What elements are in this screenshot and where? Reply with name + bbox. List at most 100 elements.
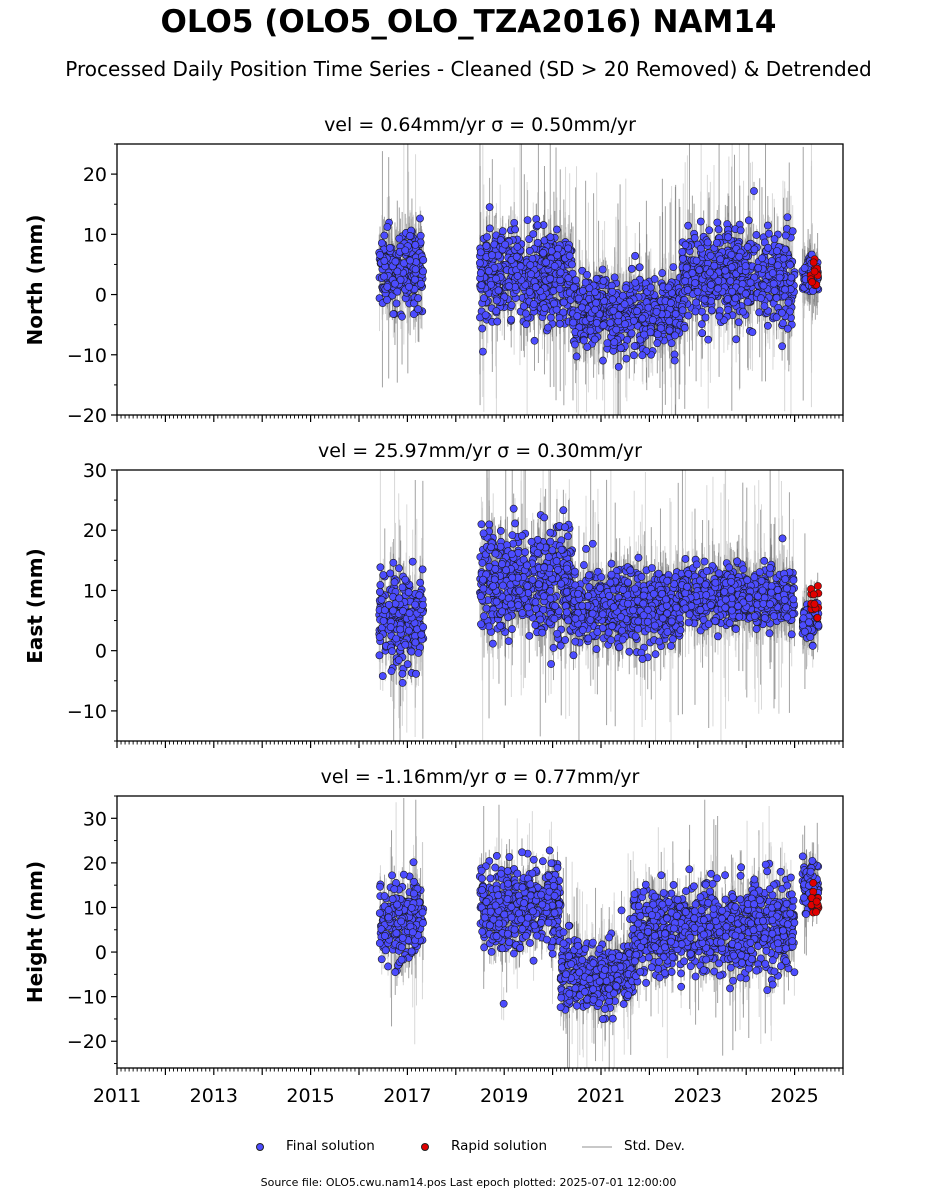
final-point bbox=[731, 294, 740, 303]
final-point bbox=[750, 187, 758, 195]
final-point bbox=[380, 257, 389, 265]
rapid-point bbox=[810, 267, 819, 276]
final-point bbox=[667, 299, 675, 307]
final-point bbox=[585, 284, 594, 293]
final-point bbox=[481, 311, 490, 320]
final-point bbox=[574, 294, 583, 303]
final-point bbox=[492, 296, 501, 305]
final-point bbox=[513, 272, 522, 280]
y-tick-label: 20 bbox=[83, 164, 107, 186]
final-point bbox=[572, 276, 580, 285]
y-axis-label: North (mm) bbox=[23, 214, 47, 345]
final-point bbox=[510, 218, 519, 227]
final-point bbox=[728, 287, 737, 296]
final-point bbox=[513, 243, 522, 251]
final-point bbox=[533, 238, 542, 247]
final-point bbox=[769, 279, 778, 288]
final-point bbox=[690, 234, 699, 242]
final-point bbox=[750, 245, 759, 254]
final-point bbox=[765, 229, 773, 238]
final-point bbox=[638, 351, 647, 360]
final-point bbox=[648, 315, 657, 324]
final-point bbox=[391, 257, 400, 266]
final-point bbox=[705, 226, 714, 235]
final-point bbox=[525, 287, 534, 296]
rapid-point bbox=[809, 258, 818, 267]
final-point bbox=[698, 329, 707, 337]
final-point bbox=[707, 297, 715, 305]
final-point bbox=[612, 325, 621, 334]
final-point bbox=[701, 313, 710, 322]
final-point bbox=[781, 231, 790, 240]
final-point bbox=[621, 320, 629, 328]
final-point bbox=[527, 270, 536, 279]
final-point bbox=[779, 319, 787, 328]
final-point bbox=[586, 326, 595, 335]
final-point bbox=[693, 287, 702, 296]
final-point bbox=[614, 362, 623, 371]
final-point bbox=[581, 278, 590, 287]
final-point bbox=[697, 320, 706, 329]
final-point bbox=[743, 243, 752, 251]
final-point bbox=[739, 307, 748, 316]
final-point bbox=[608, 295, 617, 304]
final-point bbox=[525, 235, 533, 243]
final-point bbox=[759, 281, 768, 290]
final-point bbox=[406, 232, 414, 240]
final-point bbox=[755, 308, 764, 317]
final-point bbox=[678, 306, 687, 315]
final-point bbox=[650, 275, 659, 283]
final-point bbox=[478, 324, 487, 333]
final-point bbox=[691, 279, 699, 287]
panel-1: −20 −10 0 10 20 vel = 0.64mm/yr σ = 0.50mm/yr… bbox=[23, 114, 844, 427]
final-point bbox=[786, 260, 795, 269]
final-point bbox=[653, 330, 662, 339]
final-point bbox=[633, 307, 641, 315]
final-point bbox=[688, 269, 697, 277]
final-point bbox=[678, 247, 687, 256]
final-point bbox=[477, 281, 486, 290]
final-point bbox=[564, 274, 573, 283]
final-point bbox=[714, 284, 722, 293]
final-point bbox=[479, 294, 488, 303]
final-point bbox=[727, 263, 736, 272]
final-point bbox=[414, 294, 423, 303]
final-point bbox=[564, 244, 572, 253]
final-point bbox=[681, 241, 690, 249]
final-point bbox=[621, 284, 630, 292]
final-point bbox=[377, 239, 386, 247]
final-point bbox=[569, 283, 578, 292]
final-point bbox=[389, 310, 398, 318]
final-point bbox=[505, 282, 513, 291]
final-point bbox=[583, 343, 592, 351]
final-point bbox=[483, 233, 491, 241]
final-point bbox=[410, 275, 419, 284]
final-point bbox=[773, 247, 781, 255]
final-point bbox=[603, 339, 612, 348]
final-point bbox=[700, 295, 709, 304]
final-point bbox=[744, 216, 753, 225]
final-point bbox=[522, 320, 531, 329]
final-point bbox=[710, 261, 719, 270]
final-point bbox=[556, 276, 565, 285]
final-point bbox=[713, 218, 722, 227]
final-point bbox=[707, 280, 715, 289]
final-point bbox=[488, 251, 496, 260]
final-point bbox=[573, 312, 582, 321]
final-point bbox=[704, 335, 713, 344]
final-point bbox=[592, 319, 601, 327]
final-point bbox=[627, 264, 636, 273]
final-point bbox=[757, 294, 765, 303]
final-point bbox=[738, 280, 747, 288]
final-point bbox=[735, 252, 744, 261]
final-point bbox=[764, 243, 772, 252]
final-point bbox=[767, 257, 776, 265]
final-point bbox=[478, 347, 487, 356]
final-point bbox=[419, 267, 427, 276]
page-title: OLO5 (OLO5_OLO_TZA2016) NAM14 bbox=[160, 4, 777, 40]
final-point bbox=[684, 311, 693, 320]
final-point bbox=[670, 356, 679, 365]
final-point bbox=[665, 326, 674, 335]
final-point bbox=[629, 351, 638, 360]
final-point bbox=[622, 354, 631, 363]
